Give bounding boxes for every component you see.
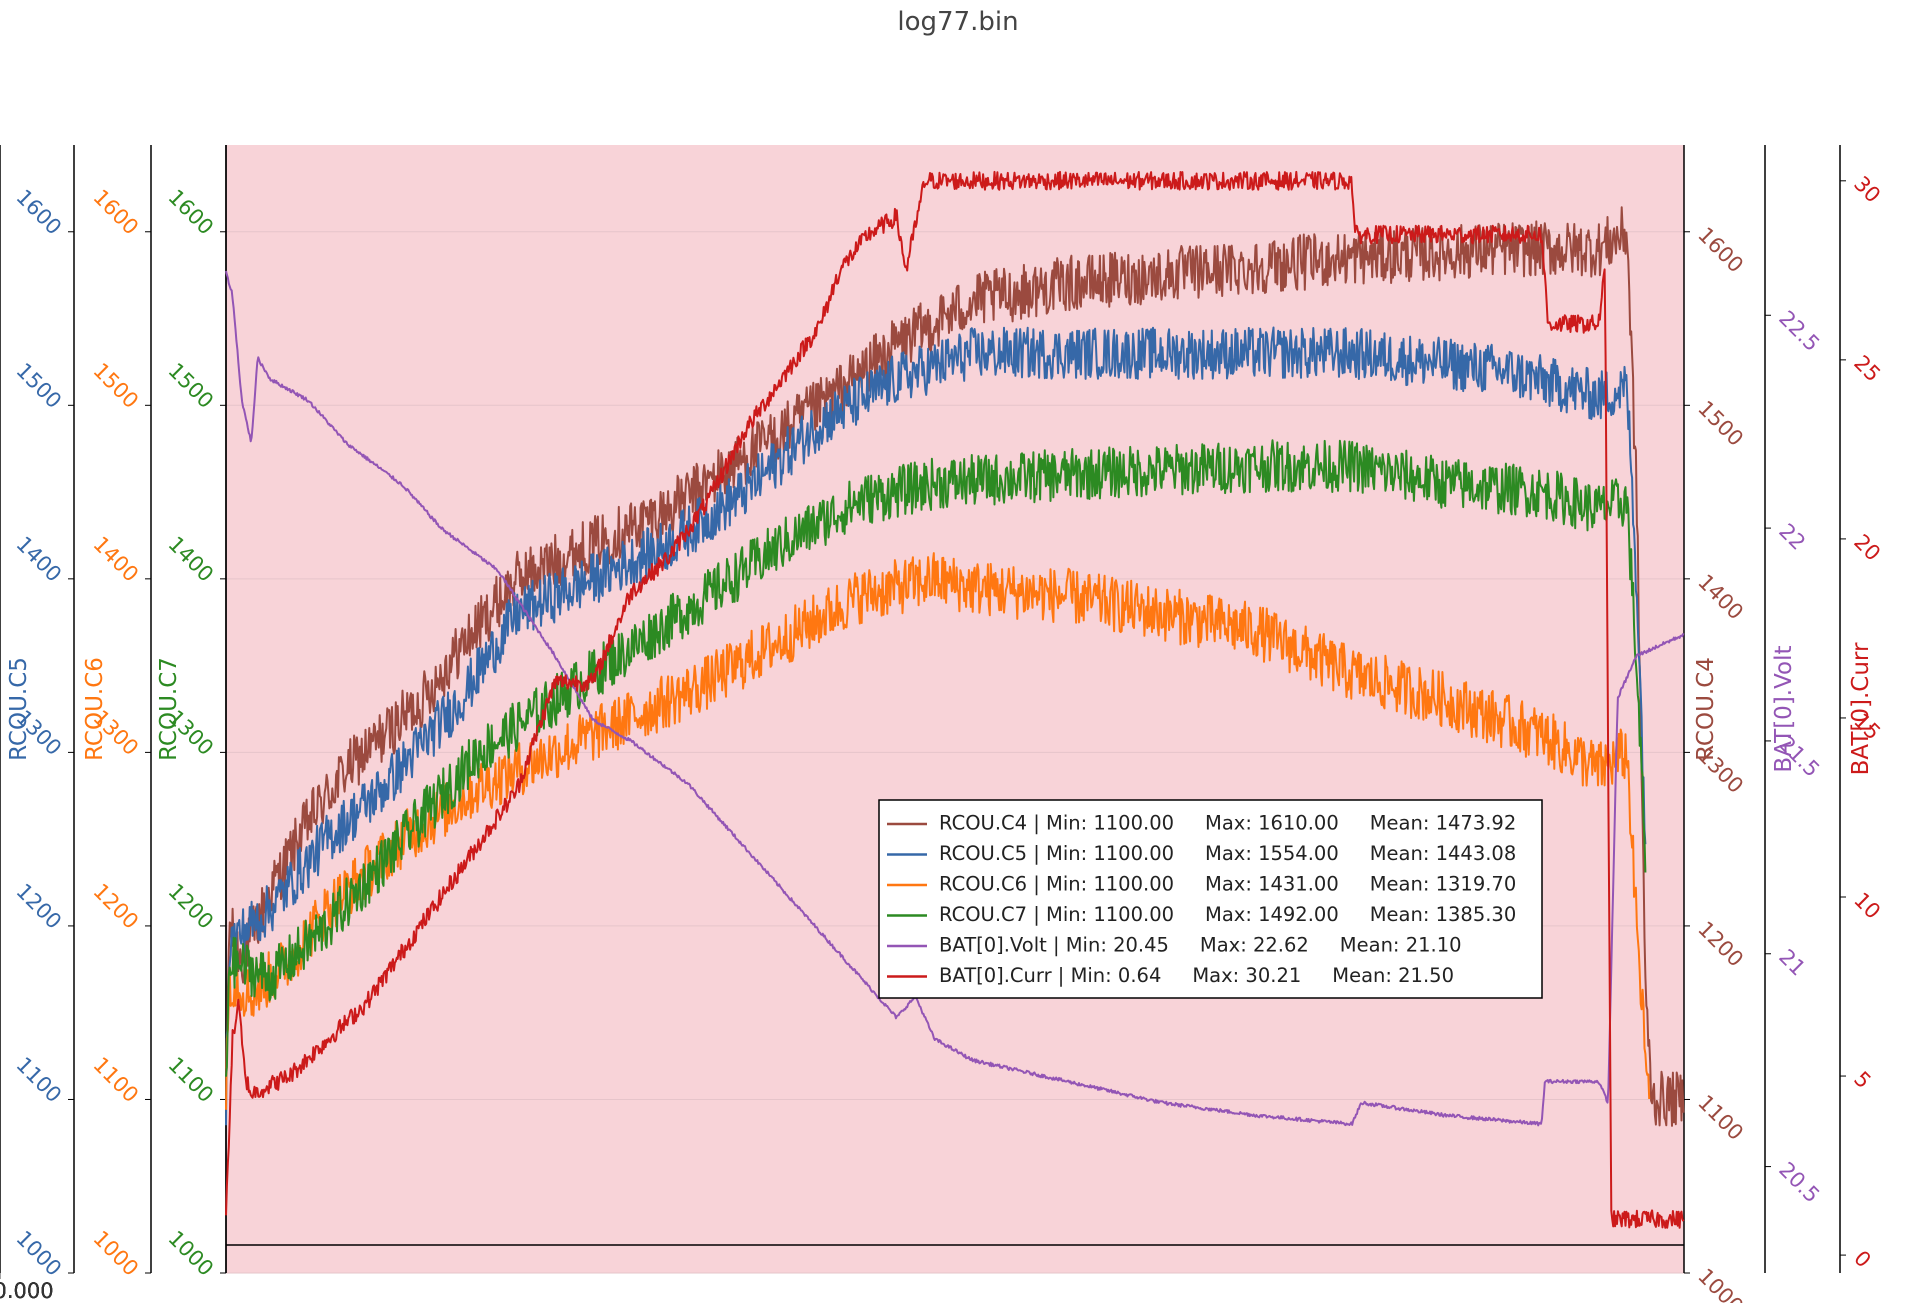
x-tick-label-5: 02:40.000 xyxy=(0,1279,54,1303)
y-axis-title-C4: RCOU.C4 xyxy=(1693,657,1719,761)
x-tick-label-1: 02:00.000 xyxy=(0,1279,54,1303)
y-axis-title-C5: RCOU.C5 xyxy=(6,657,32,761)
y-tick-label-C6-4: 1400 xyxy=(88,532,143,587)
y-tick-label-Curr-1: 5 xyxy=(1849,1067,1875,1093)
y-tick-label-Curr-2: 10 xyxy=(1849,888,1885,924)
legend-box xyxy=(878,799,1543,999)
y-tick-label-C6-0: 1000 xyxy=(88,1226,143,1281)
legend-entry-2: RCOU.C6 | Min: 1100.00 Max: 1431.00 Mean… xyxy=(939,873,1516,896)
x-tick-label-3: 02:20.000 xyxy=(0,1279,54,1303)
y-tick-label-C5-1: 1100 xyxy=(11,1052,66,1107)
legend-entry-1: RCOU.C5 | Min: 1100.00 Max: 1554.00 Mean… xyxy=(939,842,1516,865)
y-axis-title-C6: RCOU.C6 xyxy=(82,657,108,761)
y-tick-label-C4-2: 1200 xyxy=(1693,917,1748,972)
y-tick-label-C7-0: 1000 xyxy=(163,1226,218,1281)
y-tick-label-C7-6: 1600 xyxy=(163,185,218,240)
y-tick-label-C6-1: 1100 xyxy=(88,1052,143,1107)
y-tick-label-Curr-6: 30 xyxy=(1849,172,1885,208)
y-tick-label-C5-6: 1600 xyxy=(11,185,66,240)
x-tick-label-2: 02:10.000 xyxy=(0,1279,54,1303)
legend[interactable]: RCOU.C4 | Min: 1100.00 Max: 1610.00 Mean… xyxy=(878,799,1543,999)
y-tick-label-C5-0: 1000 xyxy=(11,1226,66,1281)
y-tick-label-C7-2: 1200 xyxy=(163,879,218,934)
y-axis-title-Volt: BAT[0].Volt xyxy=(1771,645,1797,772)
y-tick-label-C6-2: 1200 xyxy=(88,879,143,934)
y-tick-label-C7-4: 1400 xyxy=(163,532,218,587)
series-line-1 xyxy=(225,326,1647,1126)
y-tick-label-C4-5: 1500 xyxy=(1693,396,1748,451)
series-line-3 xyxy=(225,439,1647,1077)
y-tick-label-Volt-4: 22.5 xyxy=(1774,306,1824,356)
y-tick-label-Curr-4: 20 xyxy=(1849,530,1885,566)
y-tick-label-C4-0: 1000 xyxy=(1693,1264,1748,1303)
legend-entry-3: RCOU.C7 | Min: 1100.00 Max: 1492.00 Mean… xyxy=(939,903,1516,926)
legend-entry-4: BAT[0].Volt | Min: 20.45 Max: 22.62 Mean… xyxy=(939,934,1462,957)
y-tick-label-Volt-3: 22 xyxy=(1774,519,1810,555)
chart-title: log77.bin xyxy=(897,7,1018,37)
y-tick-label-Curr-0: 0 xyxy=(1849,1246,1875,1272)
x-tick-label-6: 02:50.000 xyxy=(0,1279,54,1303)
x-tick-label-4: 02:30.000 xyxy=(0,1279,54,1303)
y-tick-label-Volt-1: 21 xyxy=(1774,945,1810,981)
y-tick-label-C5-4: 1400 xyxy=(11,532,66,587)
y-tick-label-C6-6: 1600 xyxy=(88,185,143,240)
legend-entry-5: BAT[0].Curr | Min: 0.64 Max: 30.21 Mean:… xyxy=(939,964,1454,987)
y-tick-label-C5-2: 1200 xyxy=(11,879,66,934)
series-line-4 xyxy=(225,270,1685,1127)
series-layer xyxy=(225,170,1685,1229)
series-line-5 xyxy=(225,170,1685,1229)
y-axis-title-Curr: BAT[0].Curr xyxy=(1848,642,1874,775)
y-tick-label-Curr-5: 25 xyxy=(1849,351,1885,387)
y-tick-label-Volt-0: 20.5 xyxy=(1774,1157,1824,1207)
y-tick-label-C5-5: 1500 xyxy=(11,358,66,413)
y-axis-title-C7: RCOU.C7 xyxy=(156,657,182,761)
y-tick-label-C6-5: 1500 xyxy=(88,358,143,413)
y-tick-label-C7-1: 1100 xyxy=(163,1052,218,1107)
y-tick-label-C4-4: 1400 xyxy=(1693,570,1748,625)
y-tick-label-C4-6: 1600 xyxy=(1693,223,1748,278)
y-tick-label-C4-1: 1100 xyxy=(1693,1090,1748,1145)
legend-entry-0: RCOU.C4 | Min: 1100.00 Max: 1610.00 Mean… xyxy=(939,812,1516,835)
x-tick-label-0: 01:50.000 xyxy=(0,1279,54,1303)
y-tick-label-C7-5: 1500 xyxy=(163,358,218,413)
